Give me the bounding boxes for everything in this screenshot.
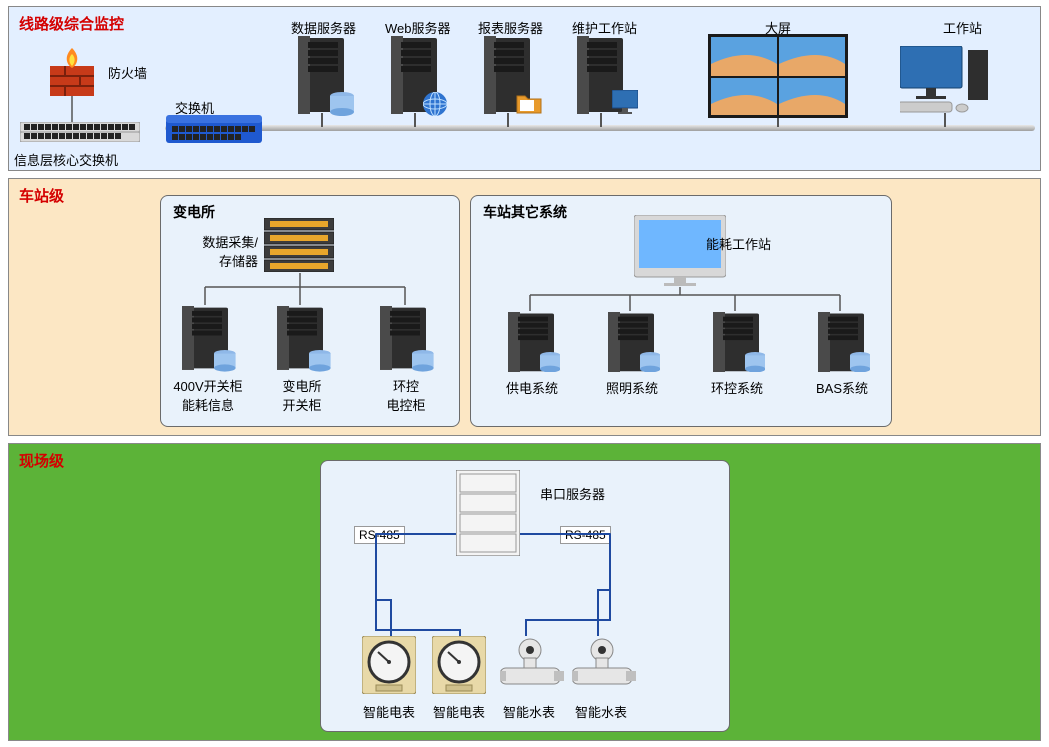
layer-station-title: 车站级: [19, 185, 64, 206]
sub-cyl-2-icon: [309, 350, 331, 372]
big-screen-icon: [708, 34, 848, 118]
sub-item-0-label: 400V开关柜 能耗信息: [168, 376, 248, 414]
field-item-2-label: 智能水表: [500, 702, 558, 721]
sub-cyl-1-icon: [214, 350, 236, 372]
other-cyl-3-icon: [745, 352, 765, 372]
other-item-2-label: 环控系统: [705, 378, 769, 397]
field-item-0-label: 智能电表: [360, 702, 418, 721]
stub-web-server: [414, 113, 416, 127]
switch-label: 交换机: [175, 98, 214, 117]
stub-maint-ws: [600, 113, 602, 127]
stub-big-screen: [777, 117, 779, 127]
field-item-1-label: 智能电表: [430, 702, 488, 721]
network-diagram: 线路级综合监控 防火墙 /*ports drawn via css below*…: [0, 0, 1049, 747]
sub-item-1-label: 变电所 开关柜: [272, 376, 332, 414]
other-item-1-label: 照明系统: [600, 378, 664, 397]
small-monitor-icon: [612, 90, 638, 114]
folder-icon: [516, 90, 542, 114]
data-cylinder-icon: [330, 92, 354, 116]
stub-data-server: [321, 113, 323, 127]
workstation-icon: [900, 46, 992, 116]
workstation-label: 工作站: [943, 18, 982, 37]
wmeter-1-icon: [500, 636, 564, 688]
other-cyl-2-icon: [640, 352, 660, 372]
web-server-label: Web服务器: [385, 18, 451, 37]
field-item-3-label: 智能水表: [572, 702, 630, 721]
other-item-0-label: 供电系统: [500, 378, 564, 397]
wmeter-2-icon: [572, 636, 636, 688]
emeter-1-icon: [362, 636, 416, 694]
other-cyl-4-icon: [850, 352, 870, 372]
wire-firewall-switch: [0, 0, 200, 170]
switch-ports: [172, 126, 256, 140]
sub-cyl-3-icon: [412, 350, 434, 372]
big-screen-label: 大屏: [765, 18, 791, 37]
data-server-label: 数据服务器: [291, 18, 356, 37]
maint-ws-label: 维护工作站: [572, 18, 637, 37]
other-cyl-1-icon: [540, 352, 560, 372]
other-item-3-label: BAS系统: [808, 378, 876, 397]
stub-report-server: [507, 113, 509, 127]
globe-icon: [423, 92, 447, 116]
emeter-2-icon: [432, 636, 486, 694]
sub-item-2-label: 环控 电控柜: [378, 376, 434, 414]
report-server-label: 报表服务器: [478, 18, 543, 37]
layer-field-title: 现场级: [19, 450, 64, 471]
